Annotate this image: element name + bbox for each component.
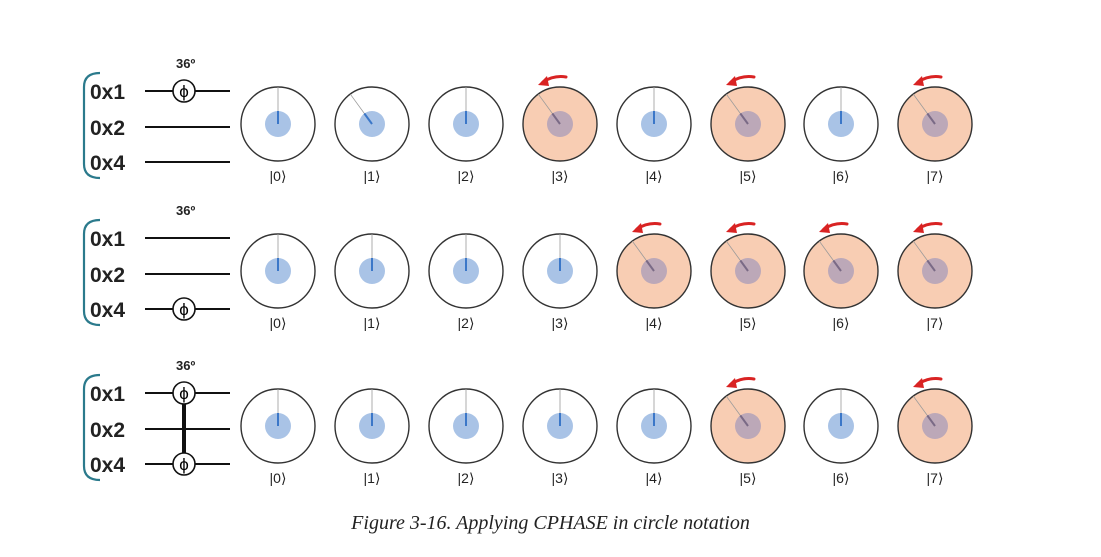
state-circle-3: |3⟩ — [522, 75, 598, 184]
state-label-6: |6⟩ — [833, 168, 850, 184]
state-label-1: |1⟩ — [364, 315, 381, 331]
register-label-0x2: 0x2 — [90, 419, 125, 442]
state-circle-3: |3⟩ — [522, 388, 598, 486]
state-label-3: |3⟩ — [552, 315, 569, 331]
angle-label: 36º — [176, 203, 195, 218]
panel-1: 0x1 0x2 0x4 36º ϕ |0⟩ |1⟩ |2⟩ |3⟩ |4⟩ |5⟩ |6⟩ |7⟩ — [82, 56, 973, 184]
phase-indicator — [739, 112, 749, 125]
state-circle-7: |7⟩ — [897, 377, 973, 486]
state-label-1: |1⟩ — [364, 168, 381, 184]
rotation-arrow-head — [632, 223, 643, 233]
register-label-0x4: 0x4 — [90, 152, 125, 175]
state-label-2: |2⟩ — [458, 470, 475, 486]
state-label-4: |4⟩ — [646, 168, 663, 184]
state-circle-4: |4⟩ — [616, 222, 692, 331]
register-bracket — [82, 71, 101, 180]
state-label-7: |7⟩ — [927, 315, 944, 331]
phase-indicator — [926, 414, 936, 427]
phase-indicator — [832, 259, 842, 272]
state-circle-7: |7⟩ — [897, 222, 973, 331]
state-circle-0: |0⟩ — [240, 388, 316, 486]
register-label-0x4: 0x4 — [90, 454, 125, 477]
phase-gate-circle — [172, 79, 196, 103]
phase-indicator — [739, 259, 749, 272]
register-bracket — [82, 373, 101, 482]
state-label-0: |0⟩ — [270, 315, 287, 331]
rotation-arrow-head — [913, 223, 924, 233]
state-label-6: |6⟩ — [833, 470, 850, 486]
state-circle-5: |5⟩ — [710, 75, 786, 184]
state-circle-4: |4⟩ — [616, 86, 692, 184]
state-label-0: |0⟩ — [270, 168, 287, 184]
phase-gate-phi-symbol: ϕ — [179, 300, 189, 319]
state-label-6: |6⟩ — [833, 315, 850, 331]
cphase-gate-top-circle — [172, 381, 196, 405]
state-label-5: |5⟩ — [740, 315, 757, 331]
state-circle-2: |2⟩ — [428, 233, 504, 331]
cphase-gate-bottom-circle — [172, 452, 196, 476]
register-bracket — [82, 218, 101, 327]
phase-indicator — [645, 259, 655, 272]
state-label-0: |0⟩ — [270, 470, 287, 486]
state-circle-0: |0⟩ — [240, 233, 316, 331]
rotation-arrow-head — [913, 76, 924, 86]
rotation-arrow-head — [913, 378, 924, 388]
state-circle-6: |6⟩ — [803, 86, 879, 184]
phase-indicator — [739, 414, 749, 427]
angle-label: 36º — [176, 56, 195, 71]
state-circle-4: |4⟩ — [616, 388, 692, 486]
state-circle-2: |2⟩ — [428, 388, 504, 486]
state-circle-5: |5⟩ — [710, 377, 786, 486]
state-circle-0: |0⟩ — [240, 86, 316, 184]
panel-2: 0x1 0x2 0x4 36º ϕ |0⟩ |1⟩ |2⟩ |3⟩ |4⟩ |5⟩ |6⟩ |7⟩ — [82, 203, 973, 331]
phase-indicator — [926, 112, 936, 125]
state-circle-3: |3⟩ — [522, 233, 598, 331]
state-circle-1: |1⟩ — [334, 233, 410, 331]
cphase-gate-bottom-phi-symbol: ϕ — [179, 455, 189, 474]
state-label-3: |3⟩ — [552, 168, 569, 184]
state-label-5: |5⟩ — [740, 470, 757, 486]
state-circle-5: |5⟩ — [710, 222, 786, 331]
register-label-0x2: 0x2 — [90, 117, 125, 140]
state-label-3: |3⟩ — [552, 470, 569, 486]
state-label-7: |7⟩ — [927, 470, 944, 486]
phase-indicator — [551, 112, 561, 125]
state-circle-2: |2⟩ — [428, 86, 504, 184]
register-label-0x1: 0x1 — [90, 228, 125, 251]
register-label-0x1: 0x1 — [90, 81, 125, 104]
state-circle-1: |1⟩ — [334, 86, 410, 184]
state-label-2: |2⟩ — [458, 168, 475, 184]
phase-gate-circle — [172, 297, 196, 321]
rotation-arrow-head — [726, 378, 737, 388]
figure-caption: Figure 3-16. Applying CPHASE in circle n… — [351, 512, 750, 534]
state-circle-6: |6⟩ — [803, 388, 879, 486]
phase-gate-phi-symbol: ϕ — [179, 82, 189, 101]
state-circle-6: |6⟩ — [803, 222, 879, 331]
register-label-0x1: 0x1 — [90, 383, 125, 406]
state-label-2: |2⟩ — [458, 315, 475, 331]
rotation-arrow-head — [538, 76, 549, 86]
state-label-4: |4⟩ — [646, 315, 663, 331]
rotation-arrow-head — [726, 76, 737, 86]
register-label-0x4: 0x4 — [90, 299, 125, 322]
state-label-7: |7⟩ — [927, 168, 944, 184]
phase-indicator — [363, 112, 373, 125]
state-circle-1: |1⟩ — [334, 388, 410, 486]
rotation-arrow-head — [726, 223, 737, 233]
state-label-5: |5⟩ — [740, 168, 757, 184]
register-label-0x2: 0x2 — [90, 264, 125, 287]
state-label-4: |4⟩ — [646, 470, 663, 486]
panel-3: 0x1 0x2 0x4 36º ϕ ϕ |0⟩ |1⟩ |2⟩ |3⟩ |4⟩ |5⟩ |6⟩ |7⟩ — [82, 358, 973, 486]
cphase-gate-top-phi-symbol: ϕ — [179, 384, 189, 403]
state-circle-7: |7⟩ — [897, 75, 973, 184]
phase-indicator — [926, 259, 936, 272]
rotation-arrow-head — [819, 223, 830, 233]
state-label-1: |1⟩ — [364, 470, 381, 486]
angle-label: 36º — [176, 358, 195, 373]
